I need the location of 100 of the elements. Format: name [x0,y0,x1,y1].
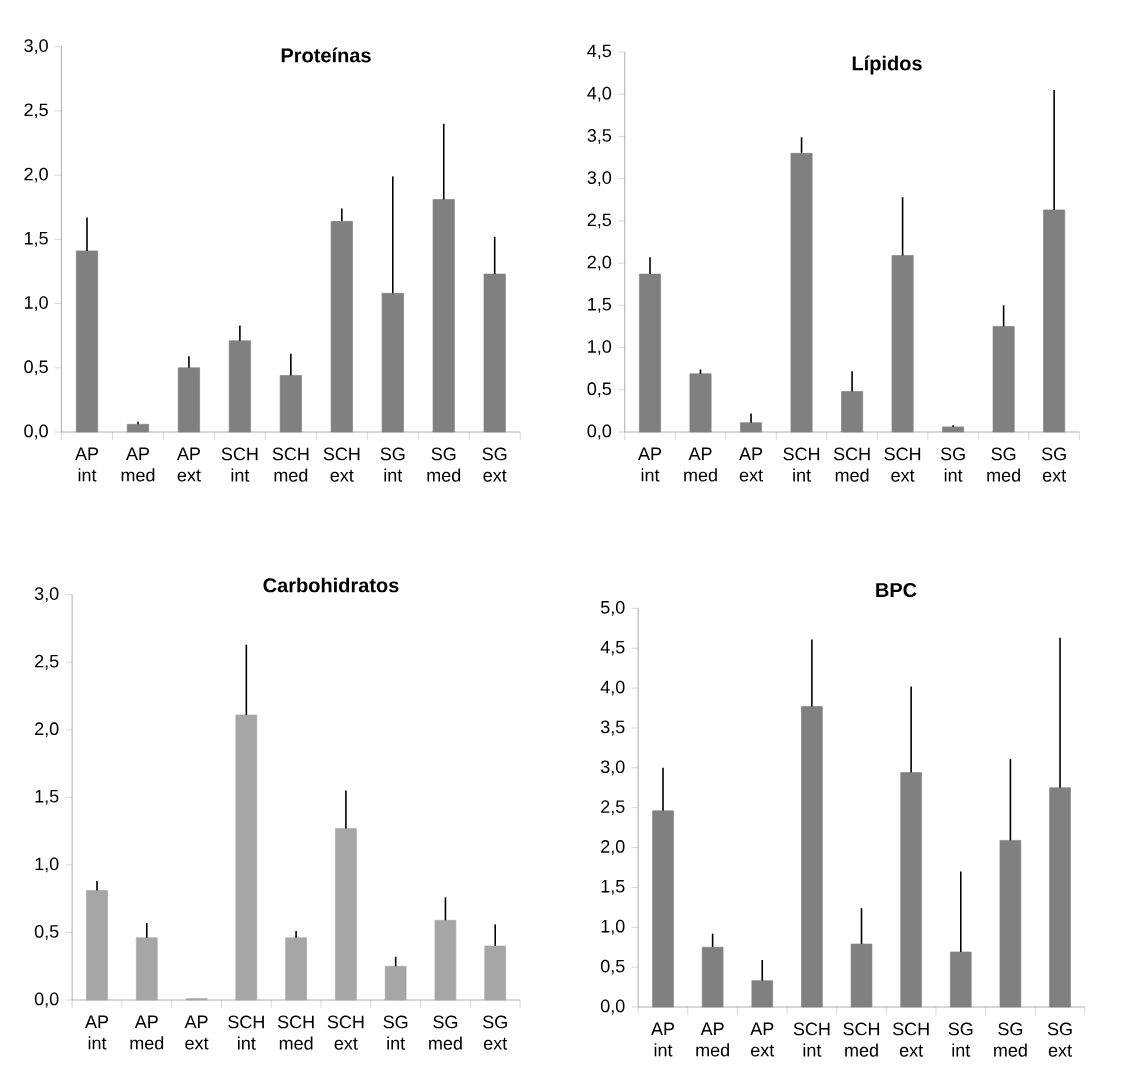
bar [75,250,99,433]
bar [384,965,407,1001]
y-tick-label: 5,0 [600,600,625,616]
bar [639,273,661,433]
y-tick-label: 2,0 [601,840,625,855]
x-tick-label: AP int [75,447,99,482]
x-tick-label: SG ext [482,447,507,482]
x-tick-label: SCH int [228,1015,264,1050]
y-tick-label: 0,0 [34,992,59,1008]
bar [900,772,922,1008]
x-tick-label: AP ext [750,1022,775,1057]
bar [483,273,506,433]
bar [381,292,404,433]
x-tick-label: SG med [994,1022,1027,1057]
x-tick-label: SCH ext [327,1015,364,1050]
x-tick-label: AP ext [176,447,201,482]
bar [279,375,302,433]
bar [86,890,108,1001]
x-tick-label: SCH ext [884,447,921,482]
x-tick-label: SCH int [793,1022,830,1057]
y-tick-label: 1,5 [24,232,48,247]
y-tick-label: 0,0 [24,424,48,440]
x-tick-label: SCH med [833,447,870,482]
x-tick-label: SG ext [1041,447,1067,482]
x-tick-label: AP int [638,447,662,482]
bar [1043,209,1066,433]
x-tick-label: SCH med [272,447,309,482]
y-tick-label: 4,5 [587,44,612,60]
y-tick-label: 2,0 [24,167,48,183]
y-tick-label: 3,0 [600,760,625,776]
y-tick-label: 1,0 [24,296,48,311]
x-tick-label: SCH med [843,1022,880,1057]
x-tick-label: SCH int [221,447,258,482]
x-tick-label: AP ext [184,1015,209,1050]
y-tick-label: 1,0 [588,340,612,355]
y-tick-label: 3,0 [587,171,612,187]
bar [228,340,251,433]
y-tick-label: 2,5 [601,800,625,816]
y-tick-label: 1,5 [35,790,59,805]
y-tick-label: 3,5 [587,129,612,144]
x-tick-label: SG med [987,447,1020,482]
x-tick-label: SG ext [1047,1022,1072,1057]
y-tick-label: 0,5 [24,360,48,376]
chart-title: Lípidos [852,55,922,75]
x-tick-label: AP med [130,1015,164,1050]
y-tick-label: 2,5 [35,654,59,670]
y-tick-label: 1,5 [588,298,612,313]
y-tick-label: 4,0 [600,680,625,696]
chart-title: Proteínas [281,47,371,63]
bar [285,937,307,1001]
y-tick-label: 3,0 [34,587,59,603]
y-tick-label: 3,5 [600,720,625,736]
x-tick-label: AP med [696,1022,729,1057]
bar [751,980,774,1008]
x-tick-label: AP med [121,447,155,482]
bar [740,422,762,433]
y-tick-label: 1,0 [35,857,59,873]
x-tick-label: SCH int [783,447,820,482]
x-tick-label: SCH med [277,1015,314,1050]
x-tick-label: AP ext [739,447,763,482]
y-tick-label: 0,5 [600,959,625,975]
bar [652,810,674,1008]
bar [177,367,200,433]
x-tick-label: SG int [383,1015,408,1050]
bar [850,943,873,1008]
bar [135,937,158,1001]
bar [950,951,972,1008]
y-tick-label: 0,5 [587,382,612,398]
y-tick-label: 1,0 [601,919,625,935]
y-tick-label: 2,5 [587,213,612,229]
y-tick-label: 0,0 [587,424,612,440]
bar [992,326,1015,433]
bar [689,373,712,433]
bar [891,255,914,433]
x-tick-label: SG int [948,1022,973,1057]
y-tick-label: 1,5 [601,880,625,895]
x-tick-label: SG ext [483,1015,508,1050]
bar [432,199,455,433]
bar [1049,787,1071,1008]
x-tick-label: SCH ext [892,1022,929,1057]
bar [434,919,457,1001]
y-tick-label: 2,0 [587,255,612,271]
bar [335,828,357,1001]
x-tick-label: SCH ext [323,447,360,482]
bar [790,153,813,433]
bar [235,714,258,1001]
y-tick-label: 0,5 [34,925,59,940]
y-tick-label: 2,0 [35,722,59,738]
x-tick-label: SG med [429,1015,462,1050]
bar [484,945,507,1001]
bar [330,221,353,433]
chart-title: Carbohidratos [263,577,399,593]
y-tick-label: 3,0 [24,39,48,55]
bar [126,423,149,433]
y-tick-label: 2,5 [24,103,48,119]
chart-title: BPC [876,582,917,598]
x-tick-label: AP int [651,1022,675,1057]
bar [701,946,724,1008]
bar [801,706,823,1008]
x-tick-label: AP med [684,447,717,482]
